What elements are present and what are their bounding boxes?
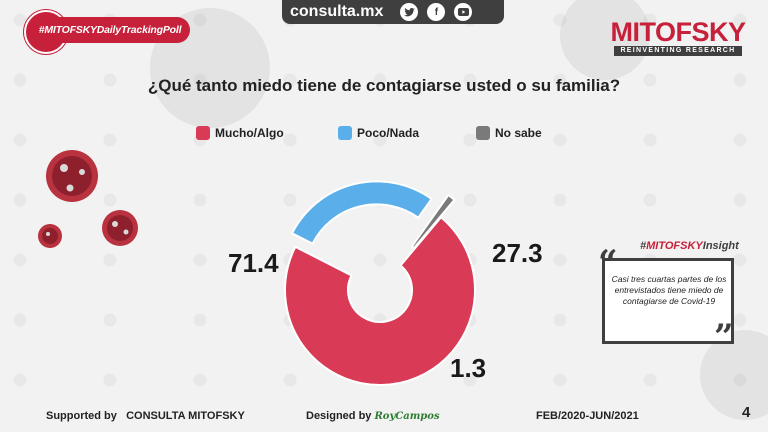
pie-slice-no-sabe <box>410 193 456 250</box>
insight-text: Casi tres cuartas partes de los entrevis… <box>611 274 727 306</box>
legend-swatch <box>196 126 210 140</box>
legend-label: No sabe <box>495 126 542 140</box>
supported-by: CONSULTA MITOFSKY <box>126 410 245 422</box>
legend-item-mucho-algo: Mucho/Algo <box>196 126 284 140</box>
legend-label: Mucho/Algo <box>215 126 284 140</box>
close-quote-icon: ” <box>714 317 734 357</box>
designed-label: Designed by <box>306 410 372 422</box>
insight-box: #MITOFSKYInsight “ ” Casi tres cuartas p… <box>598 240 739 354</box>
legend-item-poco-nada: Poco/Nada <box>338 126 419 140</box>
insight-title-suffix: Insight <box>702 240 739 252</box>
hashtag-label: #MITOFSKYDailyTrackingPoll <box>30 17 190 43</box>
site-bar: consulta.mx f <box>282 0 504 24</box>
data-label-poco-nada: 27.3 <box>492 238 543 268</box>
legend-label: Poco/Nada <box>357 126 420 140</box>
logo-tagline: REINVENTING RESEARCH <box>614 46 742 56</box>
pie-slice-poco-nada <box>290 180 433 246</box>
site-link[interactable]: consulta.mx <box>290 3 384 20</box>
virus-icon <box>46 150 98 202</box>
footer-designed: Designed by RoyCampos <box>306 410 440 422</box>
legend-swatch <box>476 126 490 140</box>
supported-label: Supported by <box>46 410 117 422</box>
insight-title: #MITOFSKYInsight <box>640 240 739 252</box>
virus-icon <box>38 224 62 248</box>
chart-legend: Mucho/Algo Poco/Nada No sabe <box>0 126 768 146</box>
virus-illustration <box>38 150 138 248</box>
twitter-icon[interactable] <box>400 3 419 21</box>
footer-supported: Supported by CONSULTA MITOFSKY <box>46 410 245 422</box>
footer-period: FEB/2020-JUN/2021 <box>536 410 639 422</box>
background-virus-decoration <box>560 0 650 80</box>
page-number: 4 <box>742 404 751 421</box>
insight-title-brand: MITOFSKY <box>646 240 703 252</box>
youtube-icon[interactable] <box>454 3 473 21</box>
chart-title: ¿Qué tanto miedo tiene de contagiarse us… <box>147 76 621 95</box>
insight-title-prefix: # <box>640 240 647 252</box>
data-label-no-sabe: 1.3 <box>450 353 486 383</box>
data-label-mucho-algo: 71.4 <box>228 248 279 278</box>
legend-item-no-sabe: No sabe <box>476 126 542 140</box>
pie-slice-mucho-algo <box>284 215 476 386</box>
designer-name: RoyCampos <box>374 411 440 422</box>
facebook-icon[interactable]: f <box>427 3 446 21</box>
logo-name: MITOFSKY <box>610 17 746 47</box>
insight-frame <box>602 258 734 344</box>
open-quote-icon: “ <box>598 243 618 283</box>
mitofsky-logo: MITOFSKY REINVENTING RESEARCH <box>608 18 748 56</box>
legend-swatch <box>338 126 352 140</box>
background-virus-decoration <box>700 330 768 420</box>
hashtag-badge: #MITOFSKYDailyTrackingPoll <box>24 10 192 54</box>
virus-icon <box>102 210 138 246</box>
